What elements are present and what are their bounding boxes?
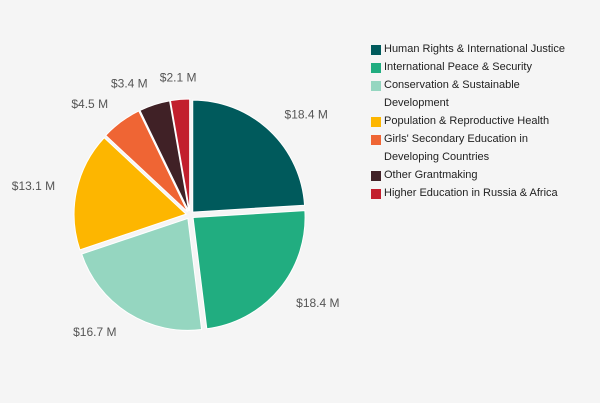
pie-slice[interactable] (105, 110, 189, 213)
slice-data-label: $2.1 M (160, 71, 197, 85)
pie-slice[interactable] (192, 99, 306, 213)
legend-label-line: Human Rights & International Justice (384, 43, 565, 55)
slice-data-label: $16.7 M (73, 325, 116, 339)
legend-item[interactable]: Other Grantmaking (371, 169, 596, 184)
slice-data-label: $18.4 M (296, 296, 339, 310)
legend-swatch (371, 81, 381, 91)
legend-label-line: Development (384, 97, 449, 109)
chart-legend: Human Rights & International Justice Inte… (371, 43, 596, 206)
legend-label-line: Conservation & Sustainable (384, 79, 520, 91)
slice-data-label: $3.4 M (111, 77, 148, 91)
legend-label: Other Grantmaking (384, 166, 478, 184)
legend-label: Girls' Secondary Education in Developing … (384, 130, 528, 166)
legend-item[interactable]: Human Rights & International Justice (371, 43, 596, 58)
legend-swatch (371, 45, 381, 55)
legend-item[interactable]: Higher Education in Russia & Africa (371, 187, 596, 202)
legend-item[interactable]: International Peace & Security (371, 61, 596, 76)
legend-label-line: Higher Education in Russia & Africa (384, 187, 558, 199)
pie-slice[interactable] (192, 210, 306, 330)
legend-swatch (371, 135, 381, 145)
legend-swatch (371, 171, 381, 181)
pie-slice[interactable] (139, 100, 190, 212)
legend-swatch (371, 189, 381, 199)
legend-label: Conservation & Sustainable Development (384, 76, 520, 112)
legend-label-line: Other Grantmaking (384, 169, 478, 181)
legend-label-line: Population & Reproductive Health (384, 115, 550, 127)
legend-swatch (371, 63, 381, 73)
slice-data-label: $4.5 M (71, 97, 108, 111)
legend-item[interactable]: Population & Reproductive Health (371, 115, 596, 130)
legend-item[interactable]: Conservation & Sustainable Development (371, 79, 596, 112)
legend-label: International Peace & Security (384, 58, 532, 76)
legend-swatch (371, 117, 381, 127)
pie-slice[interactable] (81, 217, 203, 331)
legend-label-line: Girls' Secondary Education in (384, 133, 528, 145)
legend-label: Population & Reproductive Health (384, 112, 549, 130)
legend-label: Higher Education in Russia & Africa (384, 184, 558, 202)
legend-label-line: International Peace & Security (384, 61, 532, 73)
legend-label-line: Developing Countries (384, 151, 490, 163)
slice-data-label: $18.4 M (285, 107, 328, 121)
pie-slice[interactable] (73, 137, 188, 251)
pie-slice[interactable] (169, 98, 191, 212)
legend-label: Human Rights & International Justice (384, 40, 565, 58)
legend-item[interactable]: Girls' Secondary Education in Developing … (371, 133, 596, 166)
slice-data-label: $13.1 M (12, 179, 55, 193)
